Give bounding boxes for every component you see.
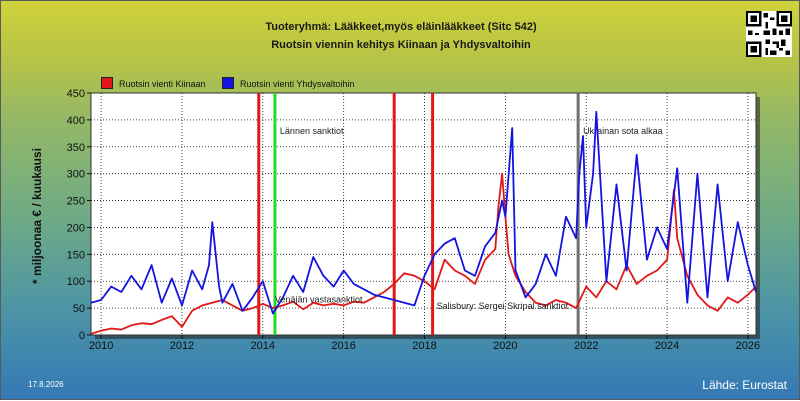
annotation-label: Salisbury: Sergei Skripal sanktiot [437, 301, 569, 311]
x-tick-label: 2026 [736, 340, 760, 352]
event-marker-label: Lännen sanktiot [280, 126, 344, 136]
chart-subtitle: Ruotsin viennin kehitys Kiinaan ja Yhdys… [271, 39, 531, 51]
x-tick-label: 2010 [89, 340, 113, 352]
plot-area [90, 92, 757, 336]
y-tick-label: 200 [67, 222, 85, 234]
series-line-usa [90, 110, 757, 315]
legend-label-china: Ruotsin vienti Kiinaan [119, 79, 206, 89]
legend-label-usa: Ruotsin vienti Yhdysvaltoihin [240, 79, 355, 89]
x-tick-label: 2022 [574, 340, 598, 352]
chart-title: Tuoteryhmä: Lääkkeet,myös eläinlääkkeet … [265, 21, 537, 33]
y-tick-label: 450 [67, 88, 85, 100]
legend-swatch-china [101, 77, 113, 89]
event-marker-label: Ukrainan sota alkaa [583, 126, 663, 136]
y-tick-label: 300 [67, 169, 85, 181]
x-tick-label: 2014 [251, 340, 275, 352]
y-tick-label: 250 [67, 196, 85, 208]
date-stamp: 17.8.2026 [28, 380, 64, 389]
y-tick-label: 400 [67, 115, 85, 127]
legend-swatch-usa [222, 77, 234, 89]
x-tick-label: 2012 [170, 340, 194, 352]
y-tick-label: 350 [67, 142, 85, 154]
x-tick-label: 2020 [493, 340, 517, 352]
series-line-china [90, 172, 757, 335]
y-tick-label: 100 [67, 276, 85, 288]
x-tick-label: 2018 [412, 340, 436, 352]
annotation-label: Venäjän vastasanktiot [275, 295, 363, 305]
x-tick-label: 2016 [331, 340, 355, 352]
title-block: Tuoteryhmä: Lääkkeet,myös eläinlääkkeet … [1, 18, 800, 54]
source-label: Lähde: Eurostat [702, 378, 787, 392]
y-tick-label: 0 [79, 330, 85, 342]
y-tick-label: 150 [67, 249, 85, 261]
qr-code-icon [746, 11, 792, 57]
x-tick-label: 2024 [655, 340, 679, 352]
y-tick-label: 50 [73, 303, 85, 315]
